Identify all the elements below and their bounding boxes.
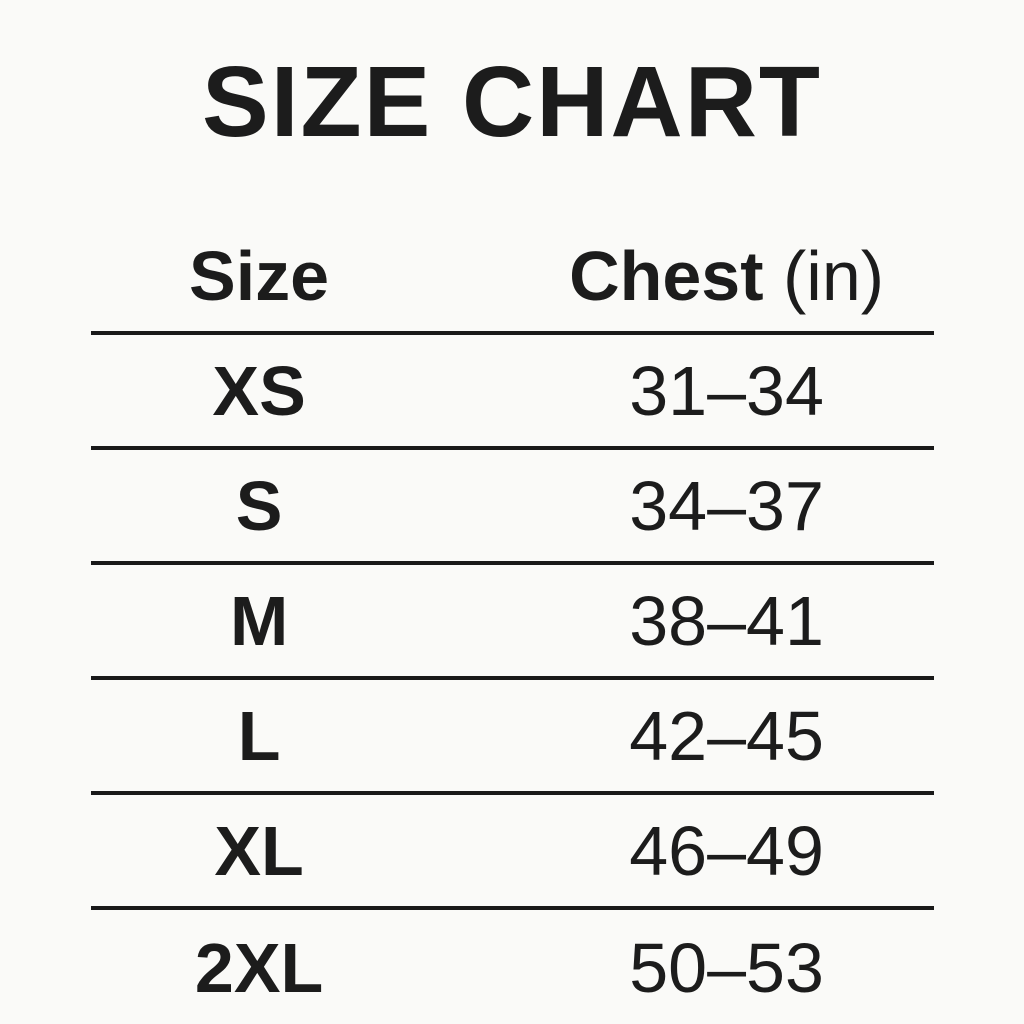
chest-cell: 50–53 bbox=[629, 928, 824, 1007]
size-cell: 2XL bbox=[194, 928, 324, 1007]
table-row: XL 46–49 bbox=[90, 795, 934, 910]
table-row: S 34–37 bbox=[90, 450, 934, 565]
size-cell: S bbox=[235, 466, 283, 545]
size-cell: M bbox=[229, 581, 289, 660]
table-row: 2XL 50–53 bbox=[91, 910, 934, 1024]
column-header-chest-unit: (in) bbox=[763, 236, 885, 315]
size-cell: L bbox=[237, 696, 281, 775]
chest-cell: 31–34 bbox=[629, 351, 824, 430]
chest-cell: 38–41 bbox=[629, 581, 824, 660]
column-header-size: Size bbox=[189, 236, 330, 315]
table-row: XS 31–34 bbox=[90, 335, 934, 450]
column-header-chest: Chest (in) bbox=[428, 241, 934, 311]
table-row: M 38–41 bbox=[90, 565, 934, 680]
page-title: SIZE CHART bbox=[202, 46, 822, 158]
size-cell: XS bbox=[212, 351, 306, 430]
table-row: L 42–45 bbox=[90, 680, 934, 795]
chest-cell: 34–37 bbox=[629, 466, 824, 545]
size-cell: XL bbox=[214, 811, 304, 890]
table-header-row: Size Chest (in) bbox=[90, 220, 934, 335]
column-header-chest-label: Chest bbox=[569, 236, 764, 315]
chest-cell: 42–45 bbox=[629, 696, 824, 775]
size-table: Size Chest (in) XS 31–34 S 34–37 M 38–41… bbox=[90, 220, 934, 1024]
size-table-body: XS 31–34 S 34–37 M 38–41 L 42–45 XL 46–4… bbox=[90, 335, 934, 1024]
chest-cell: 46–49 bbox=[629, 811, 824, 890]
